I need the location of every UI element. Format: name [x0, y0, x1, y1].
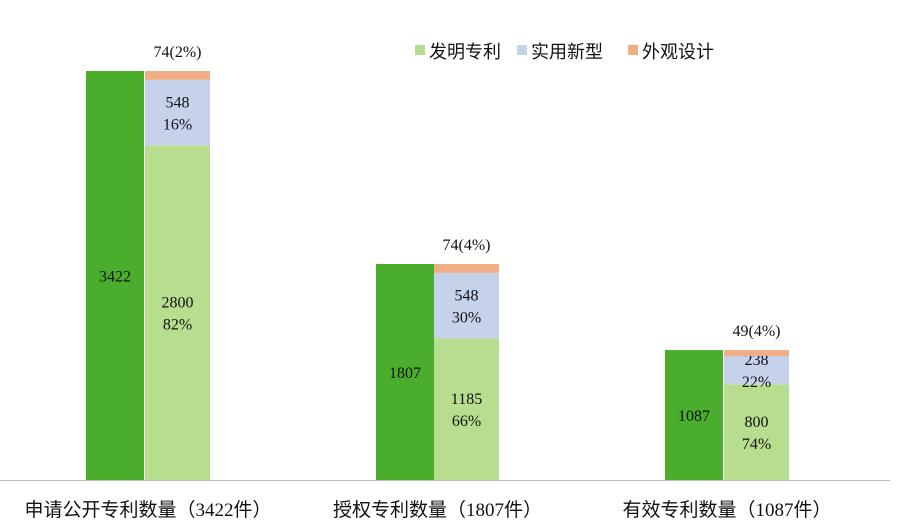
legend-label-0: 发明专利 [429, 42, 501, 62]
legend-swatch-1 [517, 45, 527, 55]
label-series-1-0-line-0: 548 [166, 95, 190, 112]
label-series-0-2-line-1: 74% [742, 436, 771, 453]
bar-series-0-0 [145, 145, 210, 480]
label-series-0-1-line-0: 1185 [451, 391, 482, 408]
label-total-2: 1087 [678, 408, 710, 425]
legend-swatch-2 [628, 45, 638, 55]
label-total-1: 1807 [389, 365, 421, 382]
legend-label-2: 外观设计 [642, 42, 714, 62]
bar-total-1 [376, 264, 434, 480]
label-total-0: 3422 [99, 269, 131, 286]
label-series-0-0-line-0: 2800 [162, 295, 194, 312]
legend-label-1: 实用新型 [531, 42, 603, 62]
bar-total-0 [86, 71, 144, 480]
label-series-2-2: 49(4%) [733, 323, 781, 340]
bar-series-1-1 [434, 272, 499, 339]
label-series-0-0-line-1: 82% [163, 317, 192, 334]
bar-series-2-1 [434, 264, 499, 273]
label-series-1-2-line-0: 238 [745, 352, 769, 369]
bar-series-2-2 [724, 350, 789, 356]
bar-total-2 [665, 350, 723, 480]
label-series-1-0-line-1: 16% [163, 117, 192, 134]
label-series-0-1-line-1: 66% [452, 413, 481, 430]
bar-series-2-0 [145, 71, 210, 80]
category-label-0: 申请公开专利数量（3422件） [24, 499, 271, 521]
label-series-0-2-line-0: 800 [745, 414, 769, 431]
bar-series-1-2 [724, 355, 789, 385]
label-series-1-1-line-1: 30% [452, 310, 481, 327]
bar-series-0-2 [724, 384, 789, 480]
label-series-1-1-line-0: 548 [455, 288, 479, 305]
legend-swatch-0 [415, 45, 425, 55]
label-series-1-2-line-1: 22% [742, 374, 771, 391]
category-label-1: 授权专利数量（1807件） [333, 499, 542, 521]
bar-series-0-1 [434, 338, 499, 480]
label-series-2-0: 74(2%) [154, 44, 202, 61]
label-series-2-1: 74(4%) [443, 237, 491, 254]
category-label-2: 有效专利数量（1087件） [622, 499, 831, 521]
bar-series-1-0 [145, 79, 210, 146]
